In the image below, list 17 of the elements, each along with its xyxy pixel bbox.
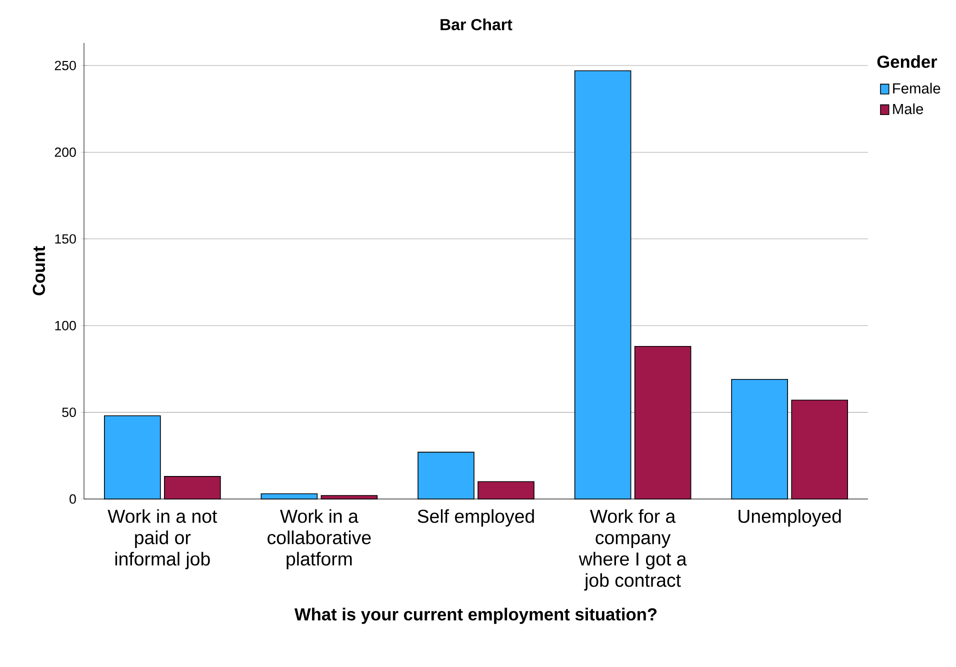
y-tick-label: 250: [54, 60, 76, 70]
x-tick-label: Self employed: [418, 509, 534, 527]
y-tick-label: 100: [55, 320, 76, 330]
x-axis-title: What is your current employment situation?: [294, 608, 657, 624]
y-tick-label: 150: [55, 234, 76, 244]
legend-title: Gender: [877, 55, 938, 68]
x-tick-label: Unemployed: [738, 509, 841, 527]
x-tick-label: Work for a company where I got a job contract: [578, 509, 687, 591]
legend-label: Female: [893, 82, 940, 94]
y-tick-label: 0: [70, 494, 76, 504]
legend-label: Male: [893, 103, 924, 114]
x-tick-label: Work in a not paid or informal job: [108, 509, 218, 570]
x-tick-label: Work in a collaborative platform: [268, 509, 371, 570]
y-tick-label: 50: [62, 408, 76, 418]
y-tick-label: 200: [54, 148, 76, 157]
y-axis-title: Count: [32, 246, 46, 296]
chart-title: Bar Chart: [440, 18, 512, 30]
